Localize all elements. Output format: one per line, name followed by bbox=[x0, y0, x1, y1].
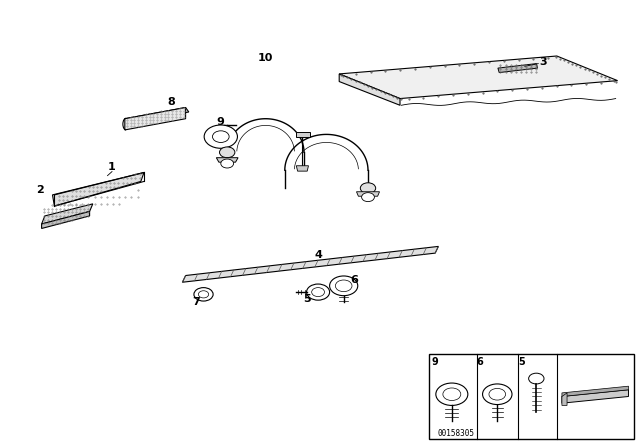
Text: 00158305: 00158305 bbox=[437, 429, 474, 438]
Circle shape bbox=[212, 131, 229, 142]
Polygon shape bbox=[42, 211, 90, 228]
Circle shape bbox=[312, 288, 324, 297]
Text: 7: 7 bbox=[193, 297, 200, 307]
Polygon shape bbox=[182, 246, 438, 282]
Polygon shape bbox=[125, 108, 186, 130]
Bar bbox=[429, 354, 634, 439]
Polygon shape bbox=[125, 108, 189, 123]
Polygon shape bbox=[339, 74, 400, 105]
Polygon shape bbox=[562, 390, 628, 403]
Polygon shape bbox=[296, 132, 310, 137]
Circle shape bbox=[529, 373, 544, 384]
Polygon shape bbox=[216, 158, 238, 162]
Circle shape bbox=[330, 276, 358, 296]
Circle shape bbox=[436, 383, 468, 405]
Text: 9: 9 bbox=[432, 357, 438, 366]
Text: 5: 5 bbox=[518, 357, 525, 366]
Polygon shape bbox=[339, 56, 618, 99]
Polygon shape bbox=[42, 204, 93, 224]
Circle shape bbox=[194, 288, 213, 301]
Text: 2: 2 bbox=[36, 185, 44, 194]
Circle shape bbox=[362, 193, 374, 202]
Text: 10: 10 bbox=[258, 53, 273, 63]
Circle shape bbox=[483, 384, 512, 405]
Polygon shape bbox=[356, 192, 380, 196]
Text: 8: 8 bbox=[167, 97, 175, 107]
Text: 1: 1 bbox=[108, 162, 116, 172]
Circle shape bbox=[204, 125, 237, 148]
Circle shape bbox=[221, 159, 234, 168]
Circle shape bbox=[198, 291, 209, 298]
Polygon shape bbox=[562, 393, 567, 405]
Circle shape bbox=[220, 147, 235, 158]
Circle shape bbox=[360, 183, 376, 194]
Circle shape bbox=[335, 280, 352, 292]
Text: 6: 6 bbox=[350, 275, 358, 285]
Polygon shape bbox=[562, 386, 628, 396]
Circle shape bbox=[307, 284, 330, 300]
Polygon shape bbox=[498, 64, 538, 73]
Polygon shape bbox=[52, 172, 144, 206]
Text: 5: 5 bbox=[303, 294, 311, 304]
Text: 4: 4 bbox=[314, 250, 322, 260]
Circle shape bbox=[489, 388, 506, 400]
Text: 3: 3 bbox=[539, 57, 547, 67]
Text: 6: 6 bbox=[477, 357, 483, 366]
Polygon shape bbox=[296, 166, 308, 171]
Text: 9: 9 bbox=[217, 117, 225, 127]
Circle shape bbox=[443, 388, 461, 401]
